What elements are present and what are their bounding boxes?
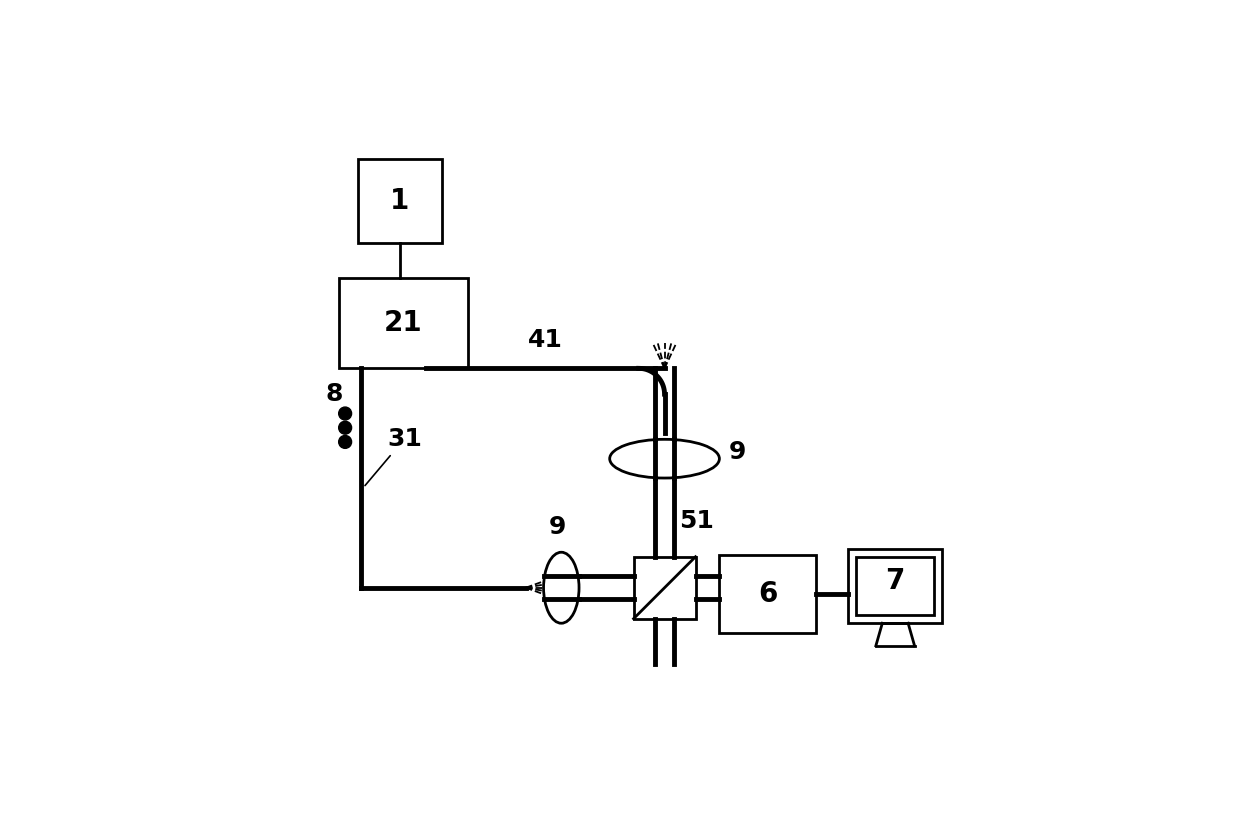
Text: 31: 31 <box>365 427 422 485</box>
Text: 9: 9 <box>548 515 565 540</box>
Text: 51: 51 <box>678 509 713 533</box>
Text: 9: 9 <box>729 440 746 464</box>
Bar <box>856 556 934 615</box>
Circle shape <box>339 436 352 448</box>
Circle shape <box>339 422 352 434</box>
Bar <box>719 556 816 633</box>
Text: 8: 8 <box>325 382 342 406</box>
Text: 6: 6 <box>758 580 777 608</box>
Text: 1: 1 <box>391 187 409 215</box>
Text: 41: 41 <box>528 328 563 352</box>
Bar <box>634 556 696 618</box>
Bar <box>339 278 467 369</box>
Text: 21: 21 <box>384 309 423 337</box>
Bar <box>848 549 942 623</box>
Text: 7: 7 <box>885 567 905 595</box>
Circle shape <box>339 407 352 420</box>
Bar <box>358 158 441 242</box>
